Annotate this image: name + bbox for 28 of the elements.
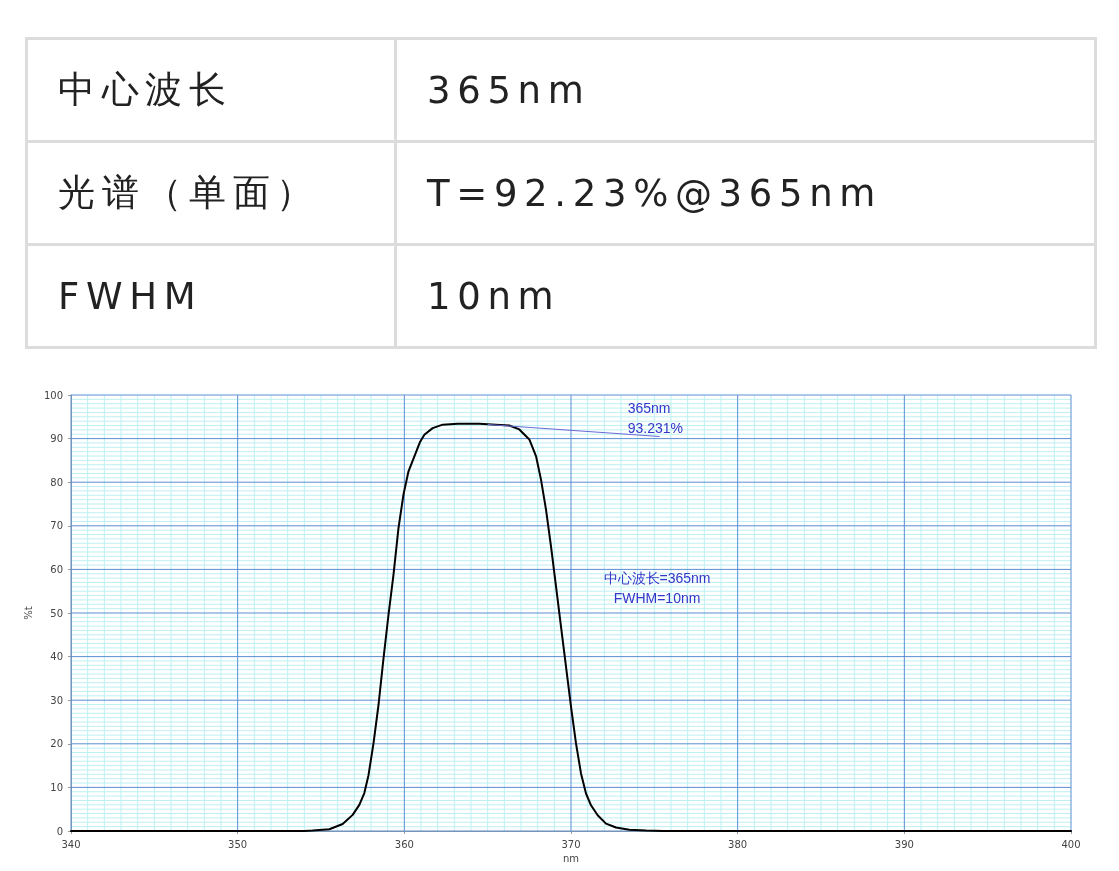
text: 光谱（单面） [57, 170, 321, 216]
y-tick-label: 100 [43, 389, 63, 401]
x-tick-label: 400 [1061, 838, 1081, 850]
y-tick-label: 90 [50, 433, 63, 445]
y-axis-title: %t [22, 606, 34, 620]
y-tick-label: 80 [50, 476, 63, 488]
annotation: 中心波长=365nm FWHM=10nm [603, 570, 711, 606]
y-tick-label: 60 [50, 563, 63, 575]
text: FWHM [57, 273, 204, 320]
annotation: 365nm 93.231% [627, 399, 683, 436]
y-tick-label: 70 [50, 520, 63, 532]
x-tick-label: 350 [228, 838, 248, 850]
text: T=92.23%@365nm [394, 143, 1094, 243]
y-tick-label: 30 [50, 694, 63, 706]
x-tick-label: 340 [61, 838, 81, 850]
x-tick-label: 370 [561, 838, 581, 850]
y-tick-label: 10 [50, 781, 63, 793]
x-tick-label: 360 [394, 838, 414, 850]
y-tick-label: 0 [56, 825, 63, 837]
x-axis-title: nm [562, 853, 580, 865]
text: 10nm [394, 246, 1094, 346]
y-tick-label: 50 [50, 607, 63, 619]
x-tick-label: 390 [894, 838, 914, 850]
y-tick-label: 40 [50, 651, 63, 663]
y-tick-label: 20 [50, 738, 63, 750]
text: 365nm [394, 40, 1094, 140]
text: 中心波长 [57, 67, 234, 113]
x-tick-label: 380 [728, 838, 748, 850]
